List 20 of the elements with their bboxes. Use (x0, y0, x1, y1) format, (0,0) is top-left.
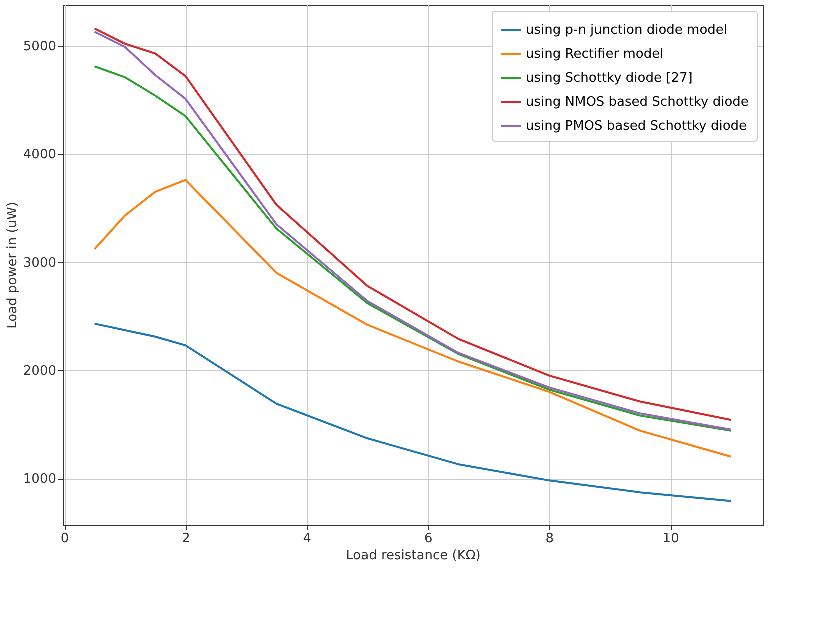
legend-label: using PMOS based Schottky diode (526, 119, 748, 134)
x-tick-label: 0 (60, 532, 70, 546)
y-tick-label: 3000 (23, 256, 56, 271)
line-series (94, 179, 732, 458)
x-tick-label: 10 (662, 532, 680, 546)
legend-label: using Schottky diode [27] (526, 71, 693, 86)
y-tick-label: 5000 (23, 40, 56, 55)
x-tick-label: 2 (182, 532, 190, 546)
y-tick-label: 2000 (23, 364, 56, 379)
line-series (94, 322, 732, 502)
x-tick-label: 6 (424, 532, 433, 546)
x-tick-label: 4 (303, 532, 312, 546)
legend-label: using p-n junction diode model (526, 23, 728, 38)
y-tick-label: 1000 (23, 472, 56, 488)
x-tick-label: 8 (546, 532, 554, 546)
y-axis-title: Load power in (uW) (5, 202, 20, 329)
y-tick-label: 4000 (23, 148, 56, 163)
legend-label: using NMOS based Schottky diode (526, 95, 749, 110)
x-axis-title: Load resistance (KΩ) (346, 548, 481, 564)
legend-label: using Rectifier model (526, 47, 664, 62)
